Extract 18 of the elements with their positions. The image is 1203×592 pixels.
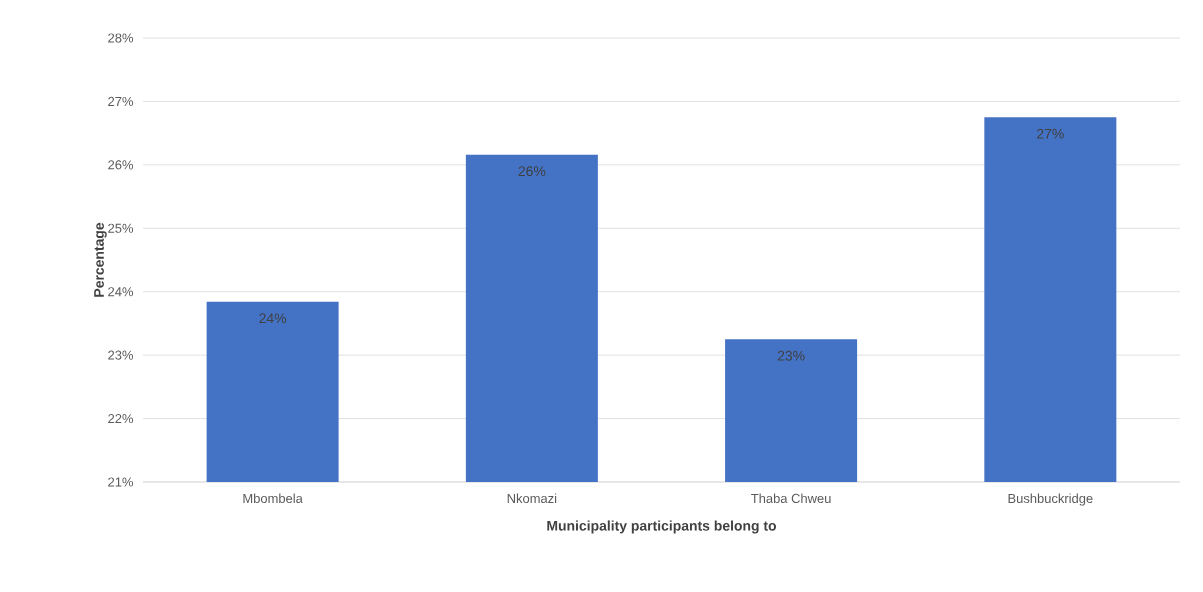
x-tick-label: Bushbuckridge — [1008, 493, 1093, 506]
y-tick-label: 28% — [108, 33, 134, 43]
y-tick-label: 27% — [108, 96, 134, 106]
y-tick-label: 23% — [108, 350, 134, 360]
y-tick-label: 25% — [108, 223, 134, 233]
y-tick-label: 22% — [108, 413, 134, 424]
x-tick-label: Thaba Chweu — [751, 493, 831, 504]
y-tick-label: 26% — [108, 160, 134, 170]
data-label: 26% — [518, 166, 546, 177]
y-axis-title: Percentage — [94, 222, 107, 297]
x-tick-label: Mbombela — [243, 493, 303, 504]
data-label: 24% — [259, 313, 287, 324]
y-tick-label: 21% — [108, 477, 134, 487]
y-tick-label: 24% — [108, 287, 134, 297]
x-axis-title: Municipality participants belong to — [547, 520, 777, 534]
data-label: 23% — [777, 350, 805, 361]
data-label: 27% — [1037, 128, 1064, 139]
x-tick-label: Nkomazi — [507, 493, 557, 504]
